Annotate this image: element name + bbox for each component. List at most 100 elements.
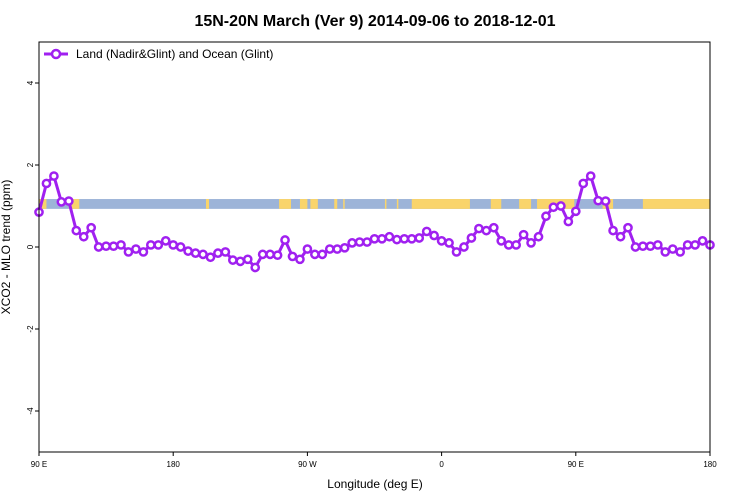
data-point [541, 211, 551, 222]
data-point [496, 236, 507, 246]
data-point [265, 249, 275, 260]
data-point [585, 171, 596, 181]
data-point [511, 240, 522, 250]
land-segment [411, 199, 470, 209]
data-point [153, 240, 164, 250]
data-point [436, 236, 447, 246]
data-point [593, 195, 604, 206]
data-point [295, 254, 305, 265]
legend: Land (Nadir&Glint) and Ocean (Glint) [44, 47, 273, 61]
data-point [108, 241, 119, 252]
data-point [660, 247, 671, 257]
land-segment [343, 199, 345, 209]
y-tick-label: -4 [26, 407, 35, 415]
y-tick-label: 4 [26, 80, 35, 85]
data-point [377, 233, 387, 244]
x-tick-label: 90 W [298, 460, 317, 469]
ocean-band [39, 199, 710, 209]
data-point [280, 235, 290, 245]
data-point [175, 242, 186, 252]
data-point [235, 256, 246, 267]
y-tick-label: 2 [26, 162, 35, 167]
data-point [675, 247, 686, 257]
data-point [444, 238, 454, 248]
data-point [548, 202, 559, 213]
data-point [324, 244, 335, 254]
land-segment [396, 199, 399, 209]
y-axis: -4 -2 0 2 4 [26, 80, 39, 415]
data-point [392, 234, 402, 245]
data-point [78, 231, 89, 242]
data-point [474, 223, 484, 234]
data-point [86, 222, 97, 233]
legend-marker-swatch [50, 48, 62, 60]
data-point [645, 241, 656, 252]
x-tick-label: 180 [167, 460, 181, 469]
data-point [347, 238, 357, 248]
land-segment [334, 199, 338, 209]
data-point [123, 247, 134, 257]
data-point [116, 240, 126, 250]
data-point [131, 244, 141, 254]
data-point [682, 240, 693, 250]
data-point [227, 255, 238, 265]
series-layer [34, 171, 715, 273]
data-point [213, 248, 223, 258]
data-point [198, 249, 208, 260]
data-point [257, 249, 268, 260]
data-point [526, 238, 536, 248]
data-point [302, 244, 313, 254]
data-point [93, 242, 104, 252]
data-point [56, 197, 67, 207]
data-point [503, 240, 514, 250]
data-point [168, 240, 179, 250]
land-segment [310, 199, 318, 209]
data-point [459, 242, 469, 252]
legend-label: Land (Nadir&Glint) and Ocean (Glint) [76, 47, 273, 61]
land-segment [206, 199, 209, 209]
land-segment [519, 199, 532, 209]
data-point [220, 247, 231, 257]
data-point [429, 230, 439, 241]
land-segment [642, 199, 710, 209]
data-point [160, 236, 171, 246]
y-tick-label: -2 [26, 325, 35, 333]
data-point [615, 231, 626, 242]
data-point [466, 233, 477, 243]
data-point [518, 229, 529, 240]
data-point [630, 242, 641, 252]
data-point [623, 222, 633, 233]
x-tick-label: 90 E [568, 460, 584, 469]
land-segment [299, 199, 308, 209]
data-point [101, 241, 111, 252]
data-point [488, 222, 499, 233]
y-axis-label: XCO2 - MLO trend (ppm) [0, 180, 13, 315]
data-point [310, 249, 320, 260]
y-tick-label: 0 [26, 244, 35, 249]
data-point [362, 237, 372, 247]
land-segment [384, 199, 387, 209]
land-segment [39, 199, 47, 209]
data-point [190, 248, 201, 258]
data-point [697, 236, 708, 246]
data-point [354, 237, 365, 247]
x-axis-label: Longitude (deg E) [327, 477, 422, 491]
data-point [63, 196, 74, 206]
data-point [421, 226, 432, 237]
data-point [332, 244, 343, 254]
data-point [369, 233, 380, 244]
x-tick-label: 180 [703, 460, 717, 469]
land-segment [68, 199, 80, 209]
x-axis: 90 E 180 90 W 0 90 E 180 [31, 452, 717, 469]
data-point [145, 240, 156, 250]
data-point [563, 216, 574, 227]
data-point [414, 233, 425, 243]
data-point [451, 247, 462, 257]
data-point [570, 206, 581, 217]
data-point [317, 249, 328, 260]
data-point [183, 246, 193, 256]
data-point [250, 262, 261, 273]
data-point [41, 178, 52, 189]
data-point [652, 240, 663, 250]
